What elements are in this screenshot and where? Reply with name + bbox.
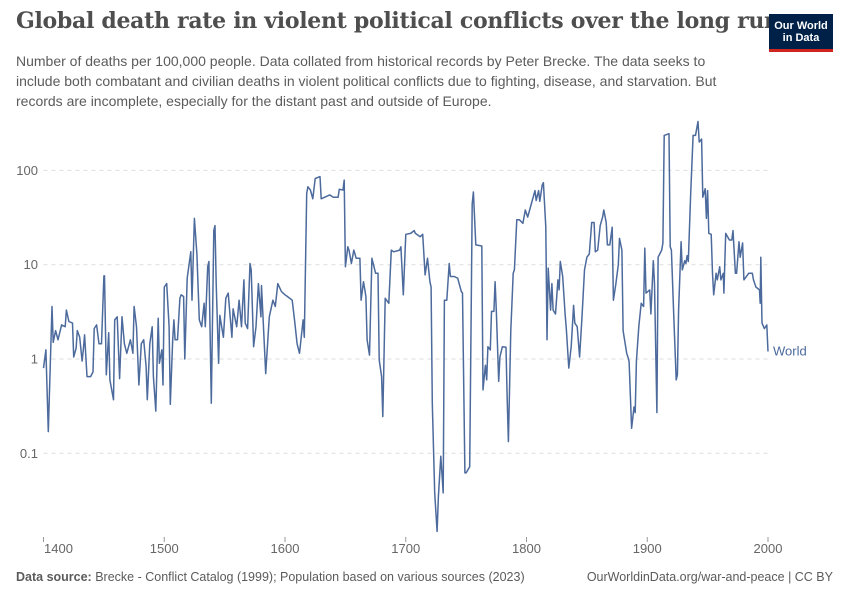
logo-line-1: Our World [774,20,828,32]
x-tick-label: 1400 [44,541,73,556]
x-tick-label: 1900 [633,541,662,556]
series-line-world [42,120,769,533]
logo-line-2: in Data [782,32,820,44]
chart-subtitle: Number of deaths per 100,000 people. Dat… [16,53,717,109]
y-tick-label: 10 [24,257,38,272]
chart-title: Global death rate in violent political c… [16,8,780,34]
x-tick-label: 1600 [271,541,300,556]
y-tick-label: 100 [16,163,38,178]
series-label-world: World [773,344,807,359]
y-tick-label: 1 [31,352,38,367]
data-source-text: Brecke - Conflict Catalog (1999); Popula… [95,570,525,584]
data-source: Data source: Brecke - Conflict Catalog (… [16,570,525,584]
x-tick-label: 1700 [391,541,420,556]
x-tick-label: 1800 [512,541,541,556]
source-link[interactable]: OurWorldinData.org/war-and-peace | CC BY [586,570,833,584]
data-source-label: Data source: [16,570,92,584]
x-tick-label: 2000 [754,541,783,556]
y-tick-label: 0.1 [20,446,38,461]
owid-logo[interactable]: Our World in Data [769,14,833,52]
x-tick-label: 1500 [150,541,179,556]
